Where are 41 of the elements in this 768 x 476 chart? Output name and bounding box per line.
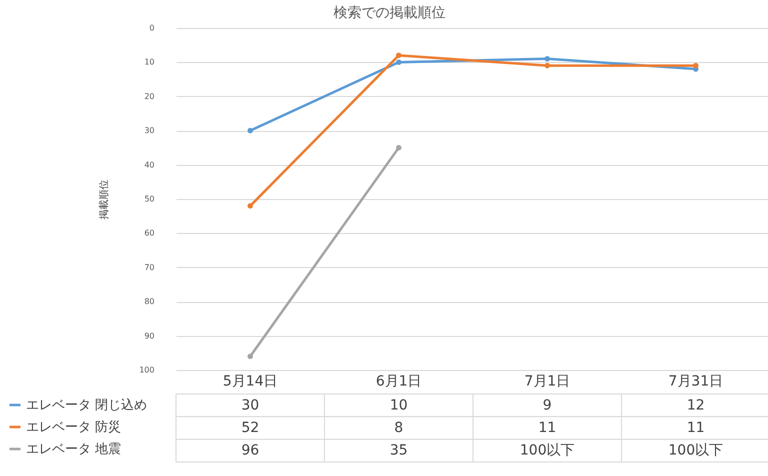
data-label: 52 (241, 420, 260, 436)
point (248, 354, 253, 360)
data-label: 10 (390, 397, 408, 414)
y-tick-label: 100 (139, 366, 154, 374)
point (248, 128, 253, 134)
point (544, 62, 550, 68)
data-label: 30 (241, 397, 260, 414)
y-tick-label: 40 (144, 160, 154, 170)
y-tick-label: 70 (144, 262, 154, 272)
data-label: 9 (542, 397, 552, 414)
y-tick-label: 80 (144, 297, 154, 306)
x-tick-label: 6月1日 (376, 374, 422, 390)
data-label: 11 (686, 420, 705, 436)
y-tick-label: 90 (144, 331, 154, 340)
y-tick-label: 20 (144, 92, 154, 101)
y-tick-label: 0 (149, 24, 154, 32)
x-tick-label: 7月1日 (524, 374, 570, 390)
legend-label: エレベータ 防災 (26, 420, 122, 435)
point (544, 56, 550, 62)
point (396, 59, 402, 65)
data-label: 11 (538, 420, 556, 436)
legend-label: エレベータ 閉じ込め (26, 398, 148, 413)
chart-title: 検索での掲載順位 (333, 5, 446, 21)
point (396, 52, 402, 58)
data-label: 12 (686, 397, 705, 414)
point (248, 203, 253, 209)
y-tick-label: 50 (144, 194, 154, 204)
y-tick-label: 30 (144, 126, 154, 136)
x-tick-label: 5月14日 (222, 374, 278, 390)
y-axis-title: 掲載順位 (98, 180, 110, 220)
point (396, 144, 402, 150)
text: 100以下 (668, 442, 724, 459)
data-label: 35 (390, 442, 408, 459)
data-label: 96 (241, 442, 260, 459)
point (693, 62, 698, 68)
text: 100以下 (520, 442, 575, 459)
y-tick-label: 10 (144, 58, 154, 67)
x-tick-label: 7月31日 (668, 374, 724, 390)
data-label: 8 (394, 420, 404, 436)
legend-label: エレベータ 地震 (26, 442, 122, 457)
y-tick-label: 60 (144, 228, 154, 238)
